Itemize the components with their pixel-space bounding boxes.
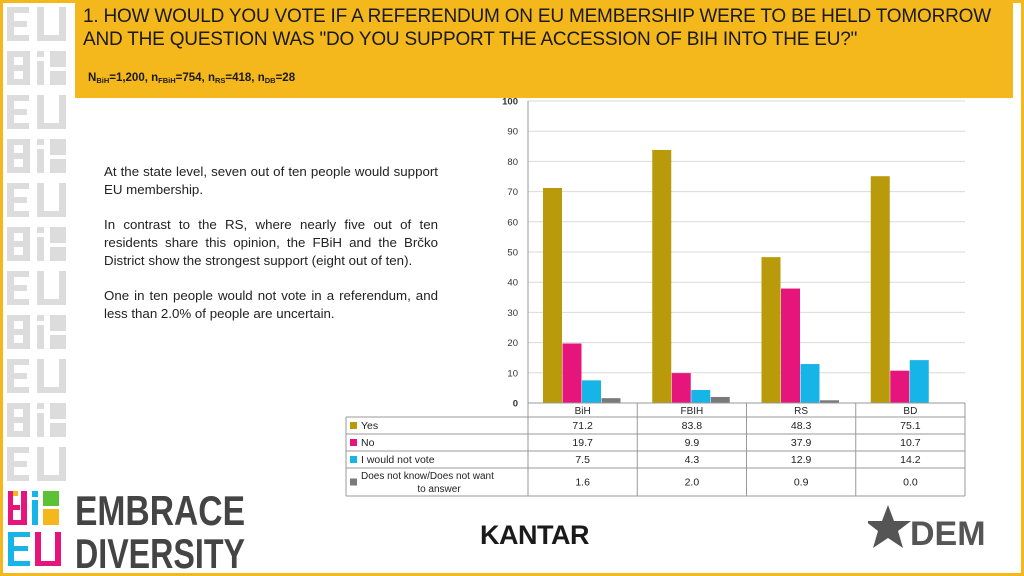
embrace-pattern-sidebar — [7, 7, 66, 481]
data-label: 10.7 — [900, 437, 921, 449]
y-tick-label: 50 — [507, 248, 518, 259]
slide-title: 1. HOW WOULD YOU VOTE IF A REFERENDUM ON… — [83, 6, 991, 50]
data-label: 83.8 — [682, 420, 703, 432]
category-label: RS — [794, 406, 808, 417]
bar-rs-2 — [800, 364, 820, 403]
bar-bd-2 — [909, 360, 929, 403]
logo-text-dem: DEM — [910, 515, 986, 553]
bar-bd-0 — [870, 176, 890, 403]
referendum-bar-chart: 0 10 20 30 40 50 60 70 80 90 100 BiH FBIH RS BD Yes 71.2… — [345, 97, 966, 497]
y-tick-label: 30 — [507, 308, 518, 319]
star-icon — [868, 505, 911, 548]
legend-label-cont: to answer — [417, 484, 461, 495]
title-banner: 1. HOW WOULD YOU VOTE IF A REFERENDUM ON… — [75, 3, 1013, 98]
data-label: 0.0 — [903, 477, 918, 489]
commentary-paragraph-2: In contrast to the RS, where nearly five… — [104, 217, 438, 268]
commentary-paragraph-3: One in ten people would not vote in a re… — [104, 288, 438, 321]
data-label: 7.5 — [575, 454, 590, 466]
bar-bih-2 — [582, 380, 601, 403]
commentary-text: At the state level, seven out of ten peo… — [104, 163, 438, 340]
y-tick-label: 60 — [507, 217, 518, 228]
bar-rs-0 — [761, 257, 781, 403]
legend-label: Does not know/Does not want — [361, 471, 494, 482]
bar-fbih-3 — [710, 396, 730, 403]
legend-swatch-0 — [350, 422, 357, 429]
category-label: FBIH — [680, 406, 703, 417]
data-label: 4.3 — [685, 454, 700, 466]
data-label: 12.9 — [791, 454, 812, 466]
bar-fbih-1 — [671, 373, 691, 403]
y-tick-label: 0 — [513, 399, 518, 410]
kantar-logo: KANTAR — [480, 520, 589, 550]
bar-bih-0 — [543, 187, 562, 403]
y-tick-label: 40 — [507, 278, 518, 289]
y-tick-label: 100 — [502, 97, 518, 108]
bar-bih-1 — [562, 343, 582, 403]
data-label: 37.9 — [791, 437, 812, 449]
bar-rs-3 — [820, 400, 839, 403]
bar-bih-3 — [601, 398, 621, 403]
bar-fbih-0 — [652, 149, 672, 403]
data-label: 9.9 — [685, 437, 700, 449]
sample-size-note: NBiH=1,200, nFBiH=754, nRS=418, nDB=28 — [88, 72, 296, 85]
legend-swatch-1 — [350, 439, 357, 446]
data-label: 2.0 — [685, 477, 700, 489]
data-label: 48.3 — [791, 420, 812, 432]
commentary-paragraph-1: At the state level, seven out of ten peo… — [104, 164, 438, 197]
y-tick-label: 10 — [507, 368, 518, 379]
legend-label: I would not vote — [361, 454, 435, 466]
legend-label: Yes — [361, 420, 378, 432]
bar-rs-1 — [781, 288, 800, 403]
data-label: 19.7 — [572, 437, 593, 449]
data-label: 0.9 — [794, 477, 809, 489]
data-label: 14.2 — [900, 454, 921, 466]
y-tick-label: 70 — [507, 187, 518, 198]
legend-label: No — [361, 437, 375, 449]
logo-text-embrace: EMBRACE — [75, 487, 245, 534]
bar-fbih-2 — [691, 390, 711, 403]
category-label: BD — [903, 406, 917, 417]
bar-bd-1 — [890, 370, 910, 403]
y-tick-label: 90 — [507, 127, 518, 138]
data-label: 71.2 — [572, 420, 593, 432]
legend-swatch-3 — [350, 478, 357, 486]
data-label: 1.6 — [575, 477, 590, 489]
legend-swatch-2 — [350, 456, 357, 463]
category-label: BiH — [575, 406, 591, 417]
logo-text-diversity: DIVERSITY — [75, 530, 245, 571]
data-label: 75.1 — [900, 420, 921, 432]
y-tick-label: 80 — [507, 157, 518, 168]
embrace-diversity-logo: EMBRACE DIVERSITY — [8, 487, 245, 571]
dem-logo: DEM — [868, 505, 986, 553]
y-tick-label: 20 — [507, 338, 518, 349]
